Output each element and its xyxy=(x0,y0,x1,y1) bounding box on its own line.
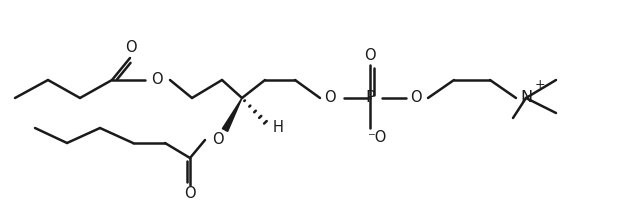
Text: O: O xyxy=(212,133,224,147)
Text: P: P xyxy=(365,91,375,105)
Text: O: O xyxy=(151,72,163,88)
Text: O: O xyxy=(324,91,336,105)
Text: +: + xyxy=(534,78,545,91)
Text: O: O xyxy=(184,187,196,202)
Text: O: O xyxy=(410,91,422,105)
Text: O: O xyxy=(125,40,137,55)
Text: ⁻O: ⁻O xyxy=(367,130,387,145)
Text: N: N xyxy=(520,91,532,105)
Text: H: H xyxy=(273,120,284,135)
Polygon shape xyxy=(222,98,242,131)
Text: O: O xyxy=(364,48,376,63)
